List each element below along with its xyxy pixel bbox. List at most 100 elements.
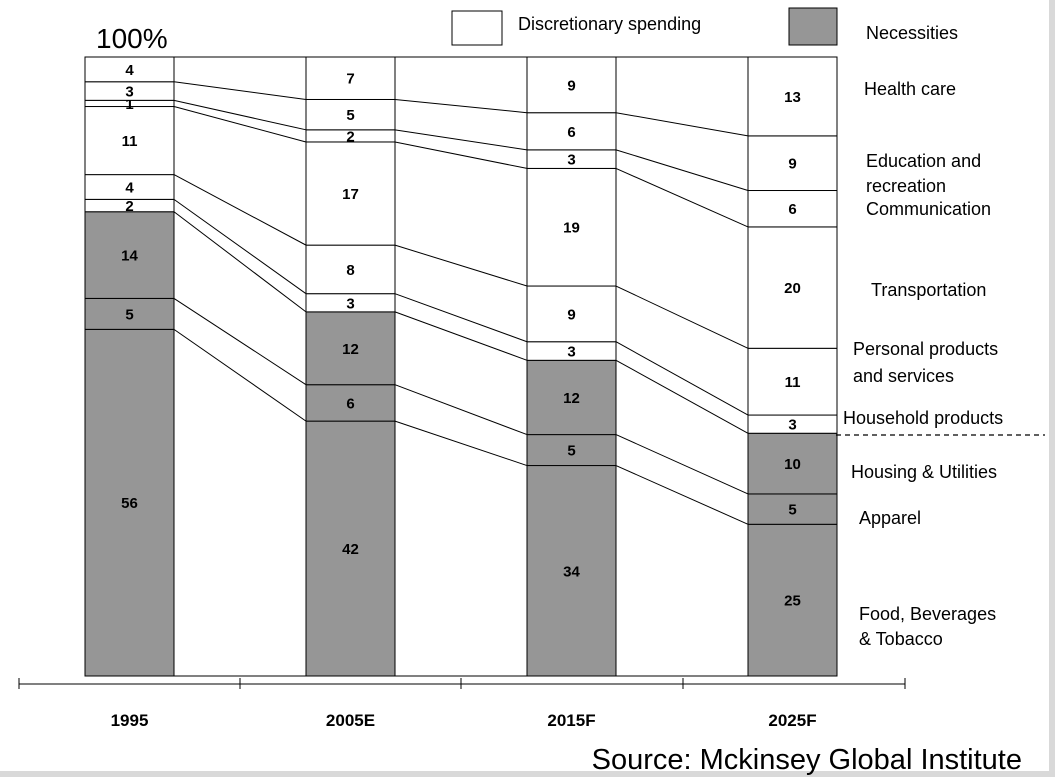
connector-line bbox=[615, 434, 749, 495]
bar-value-label: 6 bbox=[346, 395, 354, 412]
connector-line bbox=[173, 297, 307, 386]
series-label-communication: Communication bbox=[866, 199, 991, 219]
bar-segment-apparel bbox=[84, 297, 175, 330]
series-label-household-products: Household products bbox=[843, 408, 1003, 428]
bar-segment-personal-products-and-services bbox=[305, 244, 396, 295]
bar-value-label: 14 bbox=[121, 248, 138, 265]
bar-value-label: 3 bbox=[567, 152, 575, 169]
connector-line bbox=[173, 99, 307, 131]
bar-value-label: 9 bbox=[567, 306, 575, 323]
bar-segment-communication bbox=[747, 190, 838, 228]
bar-value-label: 34 bbox=[563, 563, 580, 580]
bar-segment-apparel bbox=[526, 434, 617, 467]
legend-label-discretionary-spending: Discretionary spending bbox=[518, 14, 701, 34]
connector-line bbox=[394, 311, 528, 361]
series-label-transportation: Transportation bbox=[871, 280, 986, 300]
bar-value-label: 5 bbox=[125, 306, 133, 323]
bar-segment-transportation bbox=[747, 226, 838, 349]
bar-value-label: 56 bbox=[121, 495, 138, 512]
connector-line bbox=[394, 98, 528, 114]
bar-segment-health-care bbox=[526, 56, 617, 114]
category-label-2025f: 2025F bbox=[768, 711, 816, 730]
bar-segment-housing-and-utilities bbox=[747, 432, 838, 495]
bar-value-label: 3 bbox=[567, 344, 575, 361]
connector-line bbox=[615, 167, 749, 228]
bar-value-label: 11 bbox=[122, 133, 138, 150]
connector-line bbox=[394, 420, 528, 467]
bar-segment-apparel bbox=[305, 384, 396, 422]
connector-line bbox=[615, 465, 749, 525]
connector-line bbox=[615, 341, 749, 416]
bar-value-label: 12 bbox=[342, 341, 359, 358]
bar-value-label: 2 bbox=[125, 198, 133, 215]
x-axis bbox=[18, 678, 906, 689]
connector-line bbox=[394, 384, 528, 436]
connector-line bbox=[173, 198, 307, 295]
bar-value-label: 10 bbox=[784, 456, 801, 473]
bar-value-label: 20 bbox=[784, 280, 801, 297]
bar-value-label: 9 bbox=[788, 156, 796, 173]
bar-segment-food-beverages-and-tobacco bbox=[84, 328, 175, 677]
bar-value-label: 8 bbox=[346, 262, 354, 279]
bar-value-label: 2 bbox=[346, 128, 354, 145]
bar-segment-transportation bbox=[526, 167, 617, 287]
connector-line bbox=[394, 141, 528, 169]
source-note: Source: Mckinsey Global Institute bbox=[592, 744, 1022, 776]
bar-segment-education-and-recreation bbox=[526, 112, 617, 151]
bar-value-label: 6 bbox=[567, 124, 575, 141]
legend-swatch-discretionary-spending bbox=[451, 10, 503, 46]
bar-segment-apparel bbox=[747, 493, 838, 525]
category-label-1995: 1995 bbox=[111, 711, 149, 730]
bar-value-label: 3 bbox=[788, 417, 796, 434]
bar-value-label: 7 bbox=[346, 71, 354, 88]
bar-segment-personal-products-and-services bbox=[526, 285, 617, 343]
bar-segment-transportation bbox=[305, 141, 396, 246]
bar-value-label: 3 bbox=[125, 84, 133, 101]
connector-line bbox=[173, 174, 307, 246]
bar-value-label: 5 bbox=[788, 502, 796, 519]
bar-segment-housing-and-utilities bbox=[84, 211, 175, 299]
category-labels: 1995 2005E 2015F 2025F bbox=[111, 711, 817, 730]
bar-value-label: 25 bbox=[784, 593, 801, 610]
bar-value-label: 3 bbox=[346, 295, 354, 312]
connector-lines bbox=[173, 56, 749, 677]
bar-segment-food-beverages-and-tobacco bbox=[305, 420, 396, 677]
bar-value-label: 11 bbox=[785, 374, 801, 391]
bar-segment-health-care bbox=[84, 56, 175, 83]
connector-line bbox=[615, 112, 749, 137]
bar-value-label: 19 bbox=[563, 220, 580, 237]
bar-segment-health-care bbox=[747, 56, 838, 137]
bar-segment-food-beverages-and-tobacco bbox=[526, 465, 617, 677]
connector-line bbox=[615, 359, 749, 434]
connector-line bbox=[394, 293, 528, 343]
bar-value-label: 5 bbox=[567, 443, 575, 460]
connector-line bbox=[394, 129, 528, 151]
bar-segment-housing-and-utilities bbox=[305, 311, 396, 386]
bars: 5642342556551412121023334891111171920123… bbox=[84, 56, 838, 677]
bar-segment-personal-products-and-services bbox=[84, 174, 175, 200]
bar-segment-health-care bbox=[305, 56, 396, 100]
category-label-2005e: 2005E bbox=[326, 711, 375, 730]
series-label-personal-products-and-services: Personal products bbox=[853, 339, 998, 359]
series-label-food-beverages-and-tobacco: & Tobacco bbox=[859, 629, 943, 649]
bar-value-label: 1 bbox=[125, 96, 133, 113]
bar-segment-housing-and-utilities bbox=[526, 359, 617, 436]
series-label-education-and-recreation: Education and bbox=[866, 151, 981, 171]
connector-line bbox=[615, 149, 749, 191]
legend-label-necessities: Necessities bbox=[866, 23, 958, 43]
bar-segment-personal-products-and-services bbox=[747, 347, 838, 416]
legend-swatch-necessities bbox=[788, 7, 838, 46]
series-label-apparel: Apparel bbox=[859, 508, 921, 528]
top-percent-label: 100% bbox=[96, 23, 168, 54]
bar-value-label: 9 bbox=[567, 77, 575, 94]
series-label-personal-products-and-services: and services bbox=[853, 366, 954, 386]
bar-value-label: 17 bbox=[342, 186, 359, 203]
series-label-education-and-recreation: recreation bbox=[866, 176, 946, 196]
connector-line bbox=[394, 244, 528, 287]
bar-segment-transportation bbox=[84, 106, 175, 176]
series-label-food-beverages-and-tobacco: Food, Beverages bbox=[859, 604, 996, 624]
bar-value-label: 13 bbox=[784, 89, 801, 106]
connector-line bbox=[173, 328, 307, 422]
connector-line bbox=[173, 211, 307, 313]
